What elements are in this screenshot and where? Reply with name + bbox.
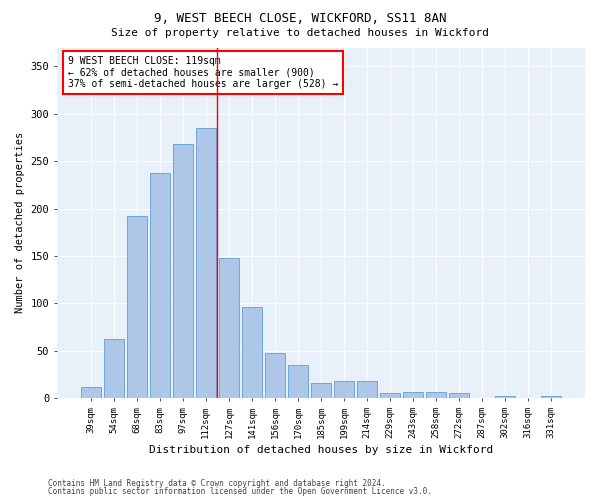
Bar	[541, 396, 561, 398]
Bar	[81, 387, 101, 398]
Bar	[311, 383, 331, 398]
Bar	[127, 216, 146, 398]
Bar	[265, 352, 285, 398]
Bar	[357, 381, 377, 398]
Bar	[449, 394, 469, 398]
Bar	[380, 394, 400, 398]
Bar	[242, 307, 262, 398]
Text: Contains public sector information licensed under the Open Government Licence v3: Contains public sector information licen…	[48, 487, 432, 496]
Bar	[496, 396, 515, 398]
Bar	[427, 392, 446, 398]
Bar	[196, 128, 215, 398]
Text: 9, WEST BEECH CLOSE, WICKFORD, SS11 8AN: 9, WEST BEECH CLOSE, WICKFORD, SS11 8AN	[154, 12, 446, 26]
Text: 9 WEST BEECH CLOSE: 119sqm
← 62% of detached houses are smaller (900)
37% of sem: 9 WEST BEECH CLOSE: 119sqm ← 62% of deta…	[68, 56, 338, 90]
Bar	[288, 365, 308, 398]
Bar	[403, 392, 423, 398]
Bar	[334, 381, 354, 398]
Text: Size of property relative to detached houses in Wickford: Size of property relative to detached ho…	[111, 28, 489, 38]
Bar	[104, 340, 124, 398]
Bar	[150, 172, 170, 398]
X-axis label: Distribution of detached houses by size in Wickford: Distribution of detached houses by size …	[149, 445, 493, 455]
Y-axis label: Number of detached properties: Number of detached properties	[15, 132, 25, 314]
Text: Contains HM Land Registry data © Crown copyright and database right 2024.: Contains HM Land Registry data © Crown c…	[48, 478, 386, 488]
Bar	[173, 144, 193, 398]
Bar	[219, 258, 239, 398]
